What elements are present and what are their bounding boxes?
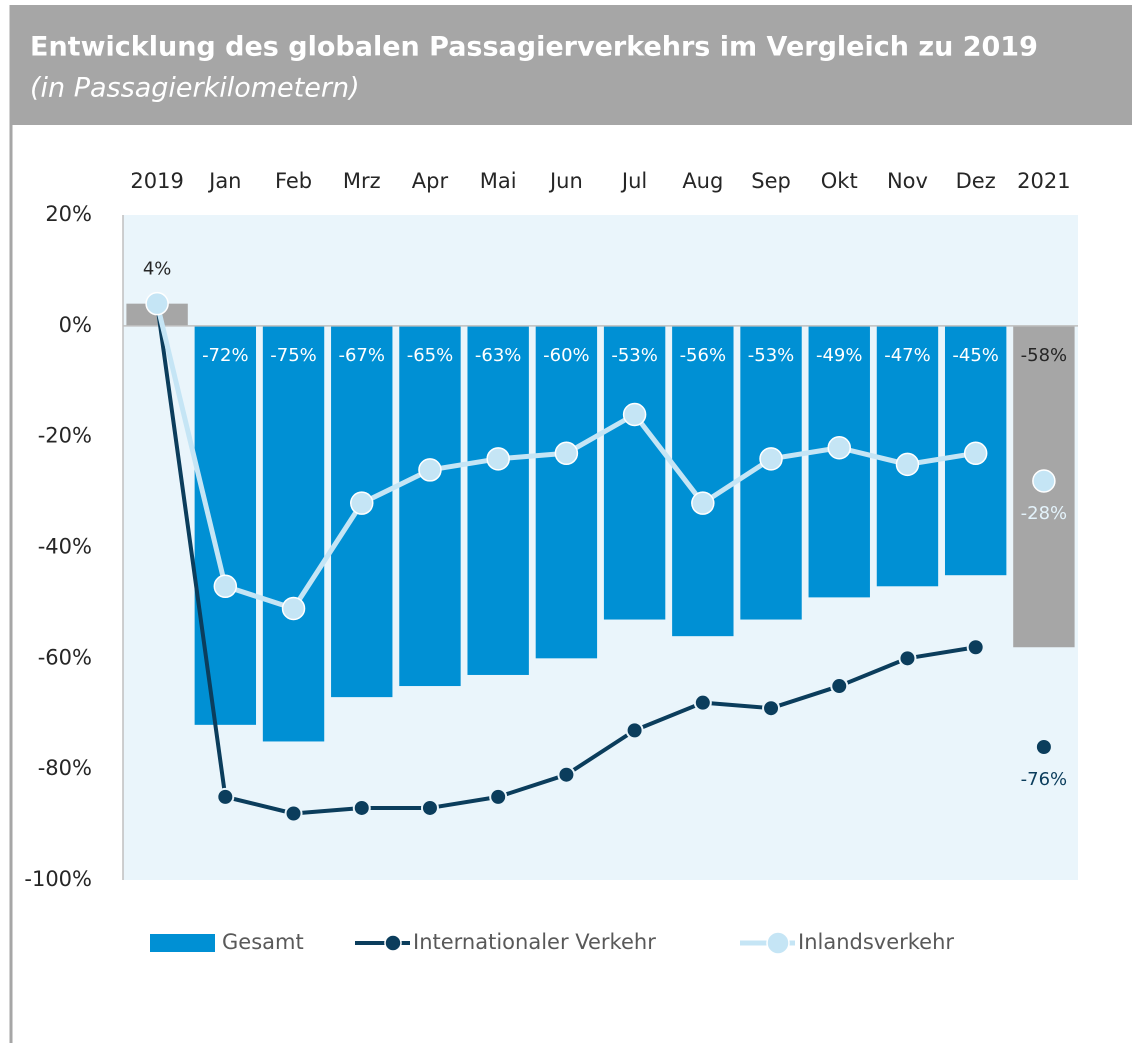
line-marker — [622, 402, 647, 427]
x-tick-label: Jul — [620, 169, 647, 193]
data-label: 4% — [143, 259, 172, 280]
line-marker — [895, 452, 920, 477]
line-marker — [1034, 738, 1053, 756]
x-tick-label: 2019 — [130, 169, 183, 193]
bar — [194, 325, 257, 725]
y-tick-label: -80% — [38, 756, 92, 780]
x-tick-label: Apr — [412, 169, 449, 193]
x-tick-label: Mrz — [343, 169, 381, 193]
y-tick-label: -60% — [38, 645, 92, 669]
line-marker — [691, 491, 715, 515]
line-marker — [966, 638, 985, 657]
line-marker — [830, 677, 849, 696]
data-label: -75% — [270, 345, 317, 366]
legend-marker — [766, 931, 790, 955]
line-marker — [625, 721, 644, 740]
x-tick-label: Mai — [480, 169, 517, 193]
line-marker — [486, 447, 510, 471]
data-label: -72% — [202, 345, 249, 366]
line-marker — [557, 765, 576, 784]
x-tick-label: Nov — [887, 169, 928, 193]
line-marker — [418, 458, 442, 482]
data-label: -56% — [680, 345, 727, 366]
line-marker — [827, 436, 851, 460]
y-tick-label: -40% — [38, 535, 92, 559]
data-label: -67% — [338, 345, 385, 366]
x-tick-label: Feb — [275, 169, 312, 193]
data-label: -60% — [543, 345, 590, 366]
legend-label: Internationaler Verkehr — [413, 930, 656, 954]
x-tick-label: Dez — [956, 169, 996, 193]
line-marker — [693, 693, 712, 712]
data-label: -45% — [952, 345, 999, 366]
legend-marker — [384, 934, 402, 952]
line-marker — [281, 596, 306, 621]
line-marker — [759, 447, 783, 471]
x-tick-label: 2021 — [1017, 169, 1070, 193]
x-tick-label: Sep — [751, 169, 791, 193]
header-band — [10, 5, 1132, 125]
data-label: -58% — [1021, 345, 1068, 366]
legend-label: Inlandsverkehr — [798, 930, 954, 954]
chart-subtitle: (in Passagierkilometern) — [30, 73, 360, 104]
data-label: -53% — [748, 345, 795, 366]
y-tick-label: -20% — [38, 424, 92, 448]
y-tick-label: -100% — [24, 867, 92, 891]
bar — [262, 325, 325, 742]
bar — [467, 325, 529, 675]
line-marker — [762, 699, 781, 718]
legend-label: Gesamt — [222, 930, 304, 954]
x-tick-label: Jan — [207, 169, 241, 193]
bar — [399, 325, 461, 687]
line-marker — [145, 291, 169, 316]
bar — [603, 325, 666, 620]
y-tick-label: 0% — [59, 313, 92, 337]
legend-swatch — [150, 934, 215, 952]
data-label: -28% — [1021, 503, 1068, 524]
line-marker — [1032, 469, 1056, 493]
line-marker — [216, 787, 235, 806]
bar — [808, 325, 870, 598]
x-tick-label: Aug — [682, 169, 723, 193]
x-tick-label: Jun — [548, 169, 583, 193]
line-marker — [350, 491, 374, 515]
line-marker — [963, 441, 988, 466]
chart-title: Entwicklung des globalen Passagierverkeh… — [30, 32, 1038, 63]
data-label: -47% — [884, 345, 931, 366]
y-tick-label: 20% — [45, 202, 92, 226]
line-marker — [352, 798, 371, 817]
line-marker — [284, 804, 303, 823]
bar — [672, 325, 734, 637]
bar — [535, 325, 598, 659]
line-marker — [213, 574, 238, 599]
data-label: -63% — [475, 345, 522, 366]
data-label: -65% — [407, 345, 454, 366]
data-label: -53% — [611, 345, 658, 366]
line-marker — [898, 649, 917, 668]
data-label: -76% — [1021, 769, 1068, 790]
line-marker — [489, 787, 508, 806]
line-marker — [420, 798, 439, 817]
line-marker — [554, 441, 579, 466]
x-tick-label: Okt — [821, 169, 858, 193]
data-label: -49% — [816, 345, 863, 366]
